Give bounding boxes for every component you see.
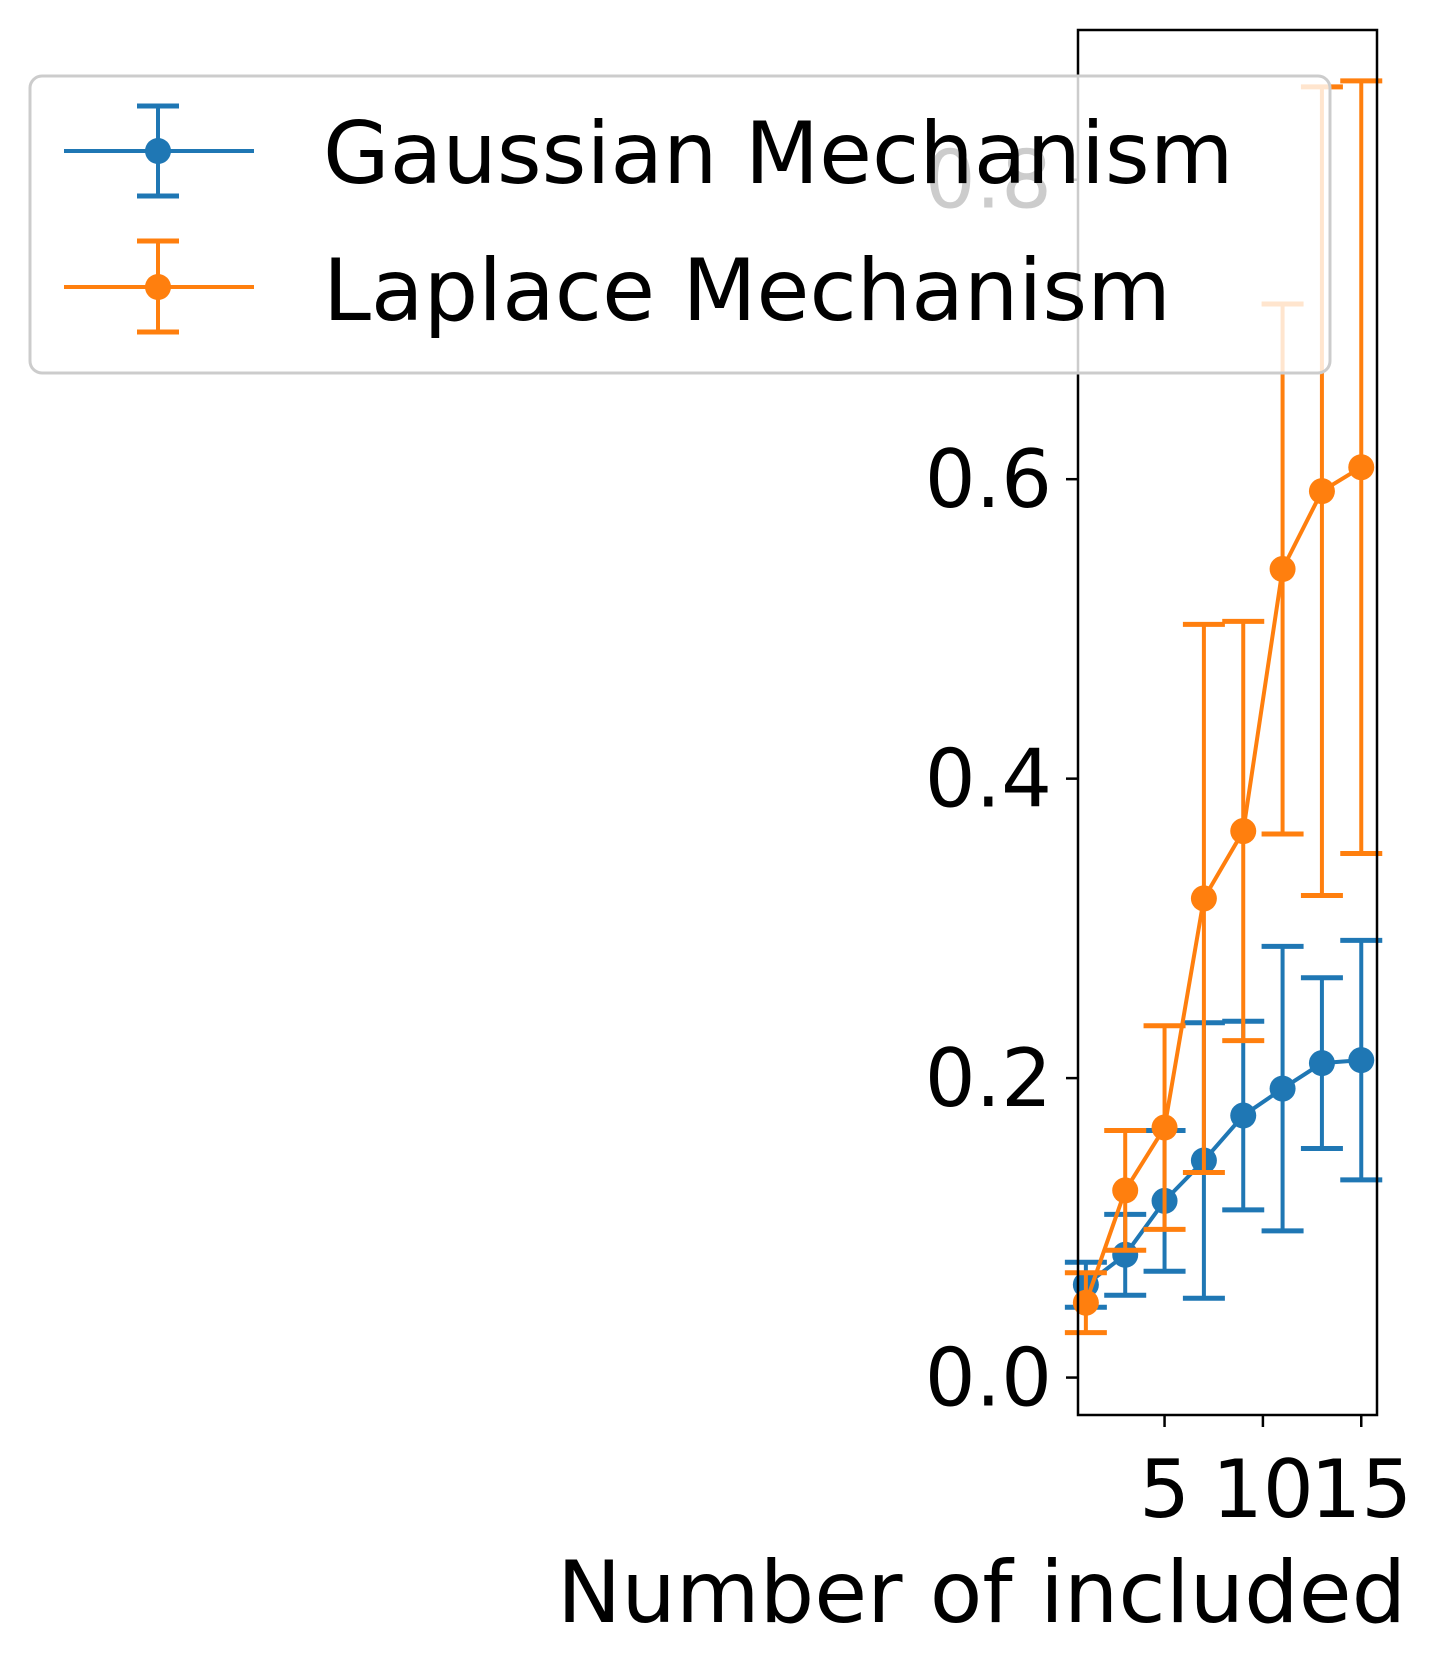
y-tick-label: 0.2 [925,1032,1052,1125]
data-layer [1064,78,1383,1336]
x-tick-label: 5 [1139,1443,1190,1536]
data-point [1348,1047,1375,1074]
data-point [1112,1177,1139,1204]
y-tick-label: 0.6 [925,433,1052,526]
legend-entry-laplace: Laplace Mechanism [64,238,1171,341]
data-point [1230,818,1257,845]
data-point [1269,556,1296,583]
legend-entry-gaussian: Gaussian Mechanism [64,103,1233,204]
data-point [1308,478,1335,505]
data-point [1190,885,1217,912]
legend-label-gaussian: Gaussian Mechanism [323,104,1233,204]
data-point [1269,1075,1296,1102]
y-tick-label: 0.0 [925,1332,1052,1425]
legend-marker-gaussian [145,138,171,164]
legend-marker-laplace [145,274,171,300]
legend-label-laplace: Laplace Mechanism [323,241,1171,341]
series-1 [1064,78,1383,1336]
series-0 [1064,937,1383,1310]
data-point [1230,1102,1257,1129]
x-tick-label: 15 [1310,1443,1412,1536]
plot-frame [1076,28,1379,1417]
data-point [1308,1050,1335,1077]
x-axis-label: Number of included [557,1543,1406,1643]
x-tick-label: 10 [1212,1443,1314,1536]
data-point [1151,1114,1178,1141]
legend-box [28,74,1332,375]
data-point [1348,454,1375,481]
data-point [1072,1289,1099,1316]
y-tick-label: 0.4 [925,733,1052,826]
legend: Gaussian Mechanism Laplace Mechanism [28,74,1332,375]
